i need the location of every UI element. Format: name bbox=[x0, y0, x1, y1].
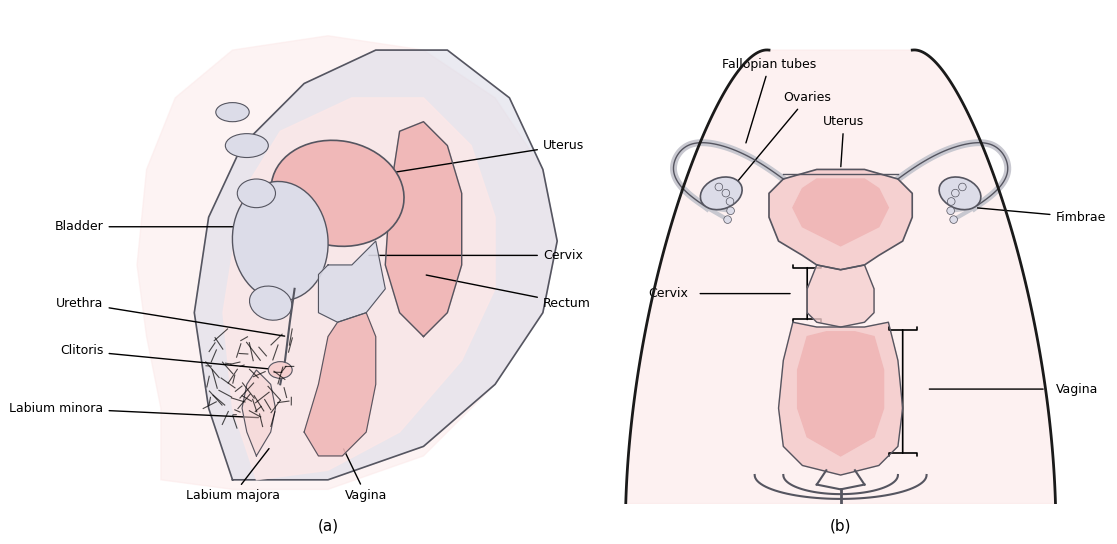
Ellipse shape bbox=[939, 177, 981, 209]
Polygon shape bbox=[808, 265, 873, 327]
Circle shape bbox=[958, 183, 966, 191]
Text: Ovaries: Ovaries bbox=[737, 91, 831, 182]
Polygon shape bbox=[798, 332, 884, 456]
Text: (a): (a) bbox=[317, 518, 338, 533]
Circle shape bbox=[727, 207, 734, 214]
Circle shape bbox=[726, 197, 734, 205]
Text: Labium majora: Labium majora bbox=[185, 449, 279, 502]
Text: Uterus: Uterus bbox=[823, 115, 865, 166]
Ellipse shape bbox=[232, 182, 328, 301]
Polygon shape bbox=[768, 169, 913, 270]
Text: Bladder: Bladder bbox=[55, 220, 277, 233]
Text: Vagina: Vagina bbox=[344, 449, 388, 502]
Text: Labium minora: Labium minora bbox=[9, 401, 258, 418]
Polygon shape bbox=[194, 50, 557, 480]
Polygon shape bbox=[626, 50, 1056, 504]
Ellipse shape bbox=[268, 362, 293, 378]
Text: Rectum: Rectum bbox=[427, 275, 591, 310]
Circle shape bbox=[947, 197, 955, 205]
Polygon shape bbox=[793, 179, 888, 246]
Polygon shape bbox=[318, 241, 385, 322]
Ellipse shape bbox=[249, 286, 292, 320]
Polygon shape bbox=[223, 98, 495, 480]
Circle shape bbox=[947, 207, 954, 214]
Ellipse shape bbox=[271, 140, 404, 246]
Circle shape bbox=[952, 189, 960, 197]
Text: Cervix: Cervix bbox=[648, 287, 688, 300]
Text: Fimbrae: Fimbrae bbox=[977, 208, 1106, 224]
Polygon shape bbox=[242, 370, 276, 456]
Ellipse shape bbox=[700, 177, 742, 209]
Circle shape bbox=[715, 183, 723, 191]
Polygon shape bbox=[137, 36, 557, 490]
Circle shape bbox=[724, 216, 732, 224]
Text: (b): (b) bbox=[830, 518, 851, 533]
Text: Uterus: Uterus bbox=[354, 139, 584, 178]
Circle shape bbox=[722, 189, 729, 197]
Text: Cervix: Cervix bbox=[369, 249, 583, 262]
Polygon shape bbox=[779, 322, 903, 475]
Ellipse shape bbox=[216, 103, 249, 122]
Polygon shape bbox=[385, 122, 461, 337]
Text: Clitoris: Clitoris bbox=[60, 344, 277, 370]
Polygon shape bbox=[304, 313, 375, 456]
Text: Urethra: Urethra bbox=[56, 296, 285, 336]
Circle shape bbox=[949, 216, 957, 224]
Text: Fallopian tubes: Fallopian tubes bbox=[723, 58, 817, 143]
Ellipse shape bbox=[237, 179, 276, 208]
Text: Vagina: Vagina bbox=[1056, 382, 1098, 395]
Ellipse shape bbox=[226, 134, 268, 158]
